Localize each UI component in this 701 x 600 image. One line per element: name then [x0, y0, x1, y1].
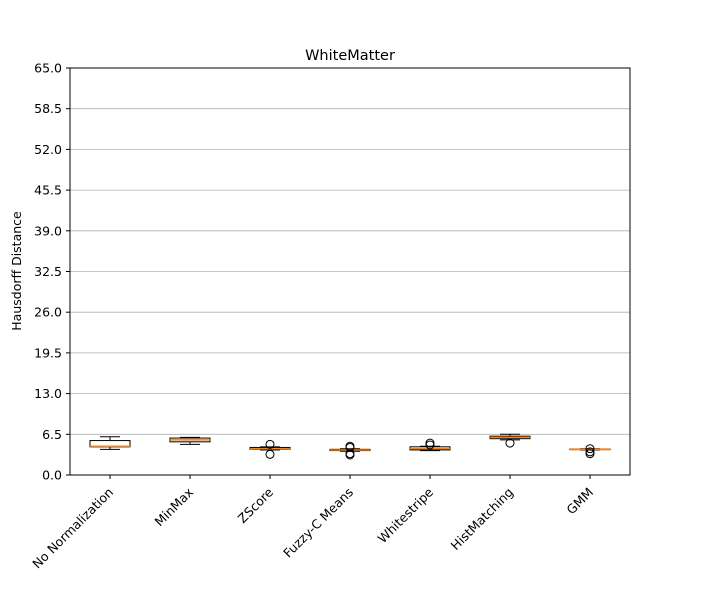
- y-tick-label: 19.5: [34, 345, 62, 360]
- y-tick-label: 0.0: [42, 468, 62, 483]
- y-axis-ticks: 0.0 6.5 13.0 19.5 26.0 32.5 39.0 45.5 52.0 58.5 65…: [34, 61, 70, 483]
- grid-lines: [70, 108, 630, 435]
- box-6: [489, 433, 531, 448]
- y-axis-label: Hausdorff Distance: [9, 211, 24, 331]
- box-4: [329, 441, 371, 460]
- outlier-point: [585, 447, 595, 457]
- y-tick-label: 52.0: [34, 142, 62, 157]
- outlier-point: [345, 441, 355, 451]
- y-tick-label: 13.0: [34, 386, 62, 401]
- box-3: [249, 439, 291, 459]
- outlier-point: [585, 444, 595, 454]
- y-tick-label: 39.0: [34, 223, 62, 238]
- y-tick-label: 45.5: [34, 183, 62, 198]
- y-tick-label: 58.5: [34, 101, 62, 116]
- boxes-layer: [89, 433, 611, 460]
- outlier-point: [265, 439, 275, 449]
- box-7: [569, 444, 611, 459]
- y-tick-label: 6.5: [42, 427, 62, 442]
- y-tick-label: 26.0: [34, 305, 62, 320]
- outlier-point: [425, 438, 435, 448]
- box-5: [409, 438, 451, 452]
- outlier-point: [505, 438, 515, 448]
- y-tick-label: 32.5: [34, 264, 62, 279]
- outlier-point: [265, 449, 275, 459]
- box-2: [169, 436, 211, 445]
- chart-title: WhiteMatter: [305, 48, 395, 64]
- box-1: [89, 436, 131, 450]
- y-tick-label: 65.0: [34, 61, 62, 76]
